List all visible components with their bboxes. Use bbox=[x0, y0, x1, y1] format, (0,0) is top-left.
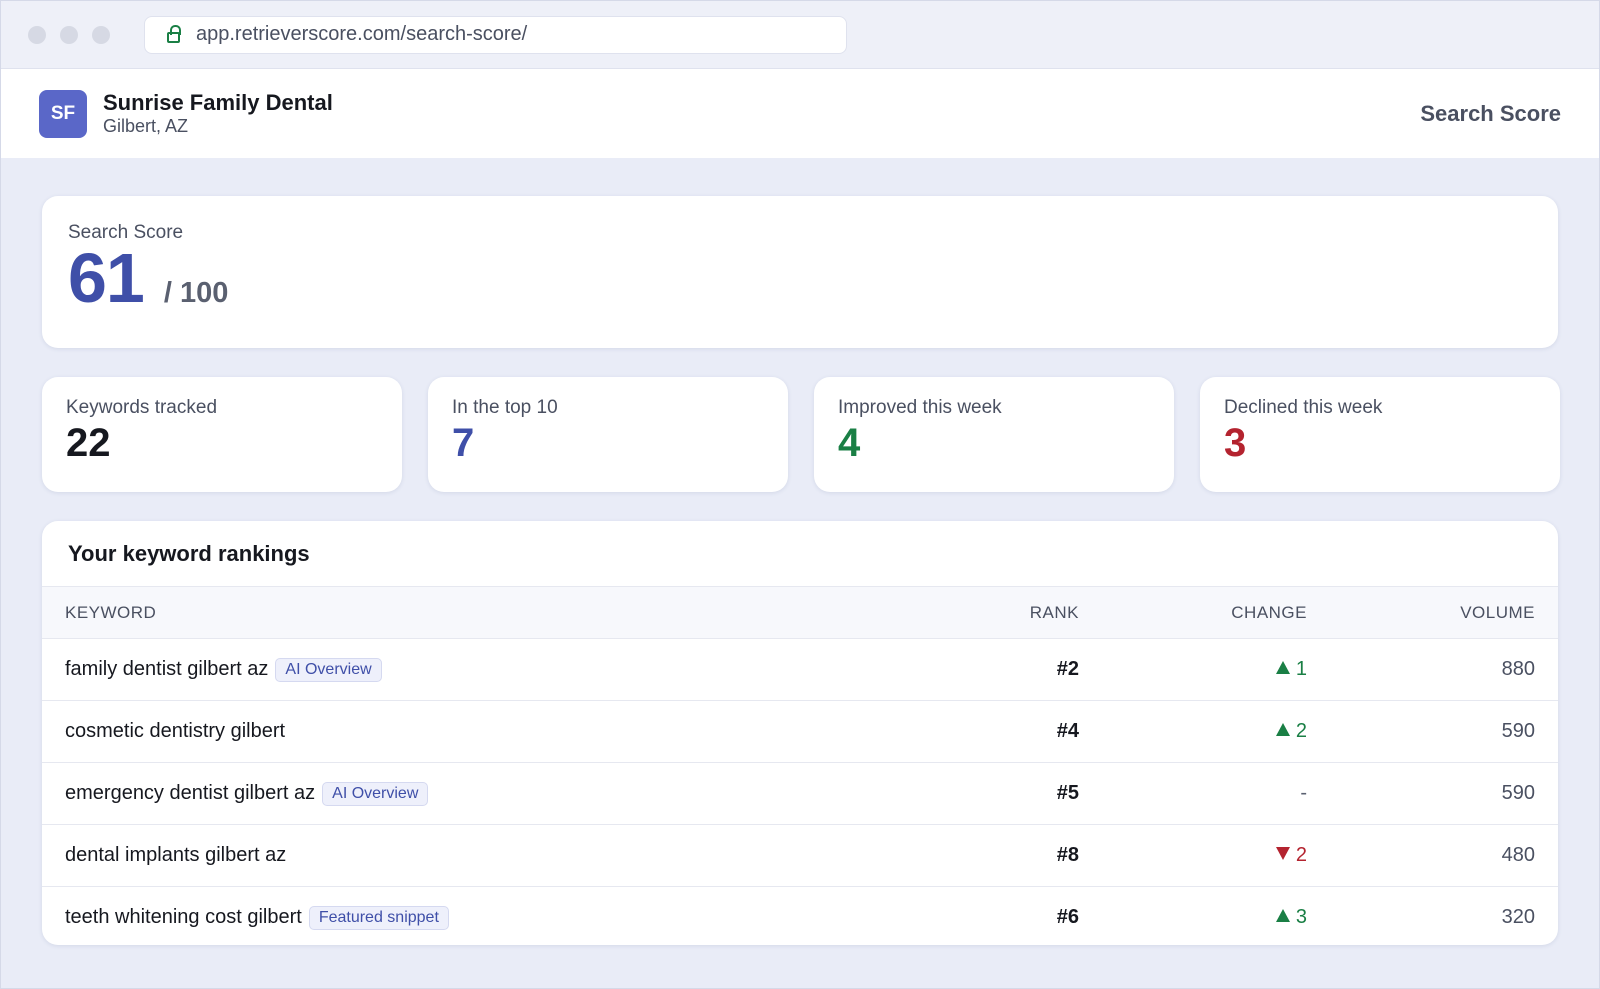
keyword-cell: dental implants gilbert az bbox=[65, 844, 979, 867]
stat-label: In the top 10 bbox=[452, 397, 558, 418]
stat-card: Keywords tracked 22 bbox=[42, 377, 402, 492]
stat-card: In the top 10 7 bbox=[428, 377, 788, 492]
table-row: cosmetic dentistry gilbert #4 2 590 bbox=[42, 700, 1558, 762]
change-arrow bbox=[1275, 723, 1290, 736]
stat-card: Improved this week 4 bbox=[814, 377, 1174, 492]
rank: #5 bbox=[1056, 782, 1079, 804]
change-cell: - bbox=[1079, 782, 1307, 805]
nav-link[interactable]: Search Score bbox=[1420, 100, 1561, 126]
change-cell: 2 bbox=[1079, 720, 1307, 743]
feature-badge: Featured snippet bbox=[308, 905, 449, 930]
table-row: dental implants gilbert az #8 2 480 bbox=[42, 824, 1558, 886]
change-value: - bbox=[1300, 782, 1307, 804]
keyword: dental implants gilbert az bbox=[65, 844, 287, 866]
stat-card: Declined this week 3 bbox=[1200, 377, 1560, 492]
table-row: family dentist gilbert az AI Overview #2 1 8… bbox=[42, 638, 1558, 700]
change-cell: 2 bbox=[1079, 844, 1307, 867]
change-cell: 3 bbox=[1079, 906, 1307, 929]
business-location: Gilbert, AZ bbox=[103, 116, 189, 136]
volume: 590 bbox=[1501, 782, 1535, 804]
table-row: teeth whitening cost gilbert Featured sni… bbox=[42, 886, 1558, 945]
column-header: KEYWORD bbox=[65, 602, 157, 622]
table-title: Your keyword rankings bbox=[68, 541, 310, 566]
score-value: 61 bbox=[68, 239, 145, 317]
keyword-cell: family dentist gilbert az AI Overview bbox=[65, 657, 979, 682]
score-suffix: / 100 bbox=[163, 277, 229, 309]
change-cell: 1 bbox=[1079, 658, 1307, 681]
window-button bbox=[92, 25, 110, 44]
stat-value: 3 bbox=[1224, 421, 1247, 465]
change-value: 3 bbox=[1295, 906, 1307, 928]
avatar: SF bbox=[39, 89, 87, 138]
business-info: Sunrise Family Dental Gilbert, AZ bbox=[103, 90, 333, 137]
column-header: RANK bbox=[1029, 602, 1079, 622]
table-row: emergency dentist gilbert az AI Overview #… bbox=[42, 762, 1558, 824]
address-bar: app.retrieverscore.com/search-score/ bbox=[144, 15, 847, 54]
volume: 880 bbox=[1501, 658, 1535, 680]
change-arrow bbox=[1275, 909, 1290, 922]
stat-value: 4 bbox=[838, 421, 861, 465]
stat-value: 22 bbox=[66, 421, 111, 465]
column-header: VOLUME bbox=[1460, 602, 1535, 622]
rank: #6 bbox=[1056, 906, 1079, 928]
change-value: 2 bbox=[1295, 844, 1307, 866]
stat-label: Keywords tracked bbox=[66, 397, 218, 418]
volume: 590 bbox=[1501, 720, 1535, 742]
app-header: SF Sunrise Family Dental Gilbert, AZ Search… bbox=[1, 69, 1599, 158]
keyword: emergency dentist gilbert az bbox=[65, 782, 316, 804]
rank: #2 bbox=[1056, 658, 1079, 680]
change-value: 1 bbox=[1295, 658, 1307, 680]
keyword-cell: cosmetic dentistry gilbert bbox=[65, 720, 979, 743]
stat-label: Declined this week bbox=[1224, 397, 1383, 418]
rankings-table: Your keyword rankings KEYWORD RANK CHANGE VO… bbox=[42, 521, 1558, 945]
stat-value: 7 bbox=[452, 421, 475, 465]
url-text: app.retrieverscore.com/search-score/ bbox=[196, 23, 528, 45]
score-card: Search Score 61 / 100 bbox=[42, 196, 1558, 348]
volume: 320 bbox=[1501, 906, 1535, 928]
window-button bbox=[60, 25, 78, 44]
feature-badge: AI Overview bbox=[275, 657, 382, 682]
keyword: family dentist gilbert az bbox=[65, 658, 269, 680]
lock-icon bbox=[167, 25, 181, 43]
score-label: Search Score bbox=[68, 222, 184, 243]
rank: #8 bbox=[1056, 844, 1079, 866]
keyword-cell: emergency dentist gilbert az AI Overview bbox=[65, 781, 979, 806]
volume: 480 bbox=[1501, 844, 1535, 866]
window-button bbox=[28, 25, 46, 44]
change-value: 2 bbox=[1295, 720, 1307, 742]
keyword: teeth whitening cost gilbert bbox=[65, 906, 302, 928]
business-name: Sunrise Family Dental bbox=[103, 90, 333, 115]
stat-label: Improved this week bbox=[838, 397, 1002, 418]
browser-bar: app.retrieverscore.com/search-score/ bbox=[1, 1, 1599, 69]
feature-badge: AI Overview bbox=[322, 781, 429, 806]
score-line: 61 / 100 bbox=[68, 238, 1532, 318]
change-arrow bbox=[1275, 847, 1290, 860]
rank: #4 bbox=[1056, 720, 1079, 742]
keyword: cosmetic dentistry gilbert bbox=[65, 720, 286, 742]
change-arrow bbox=[1275, 661, 1290, 674]
keyword-cell: teeth whitening cost gilbert Featured sni… bbox=[65, 905, 979, 930]
column-header: CHANGE bbox=[1231, 602, 1307, 622]
table-header: KEYWORD RANK CHANGE VOLUME bbox=[42, 586, 1558, 638]
